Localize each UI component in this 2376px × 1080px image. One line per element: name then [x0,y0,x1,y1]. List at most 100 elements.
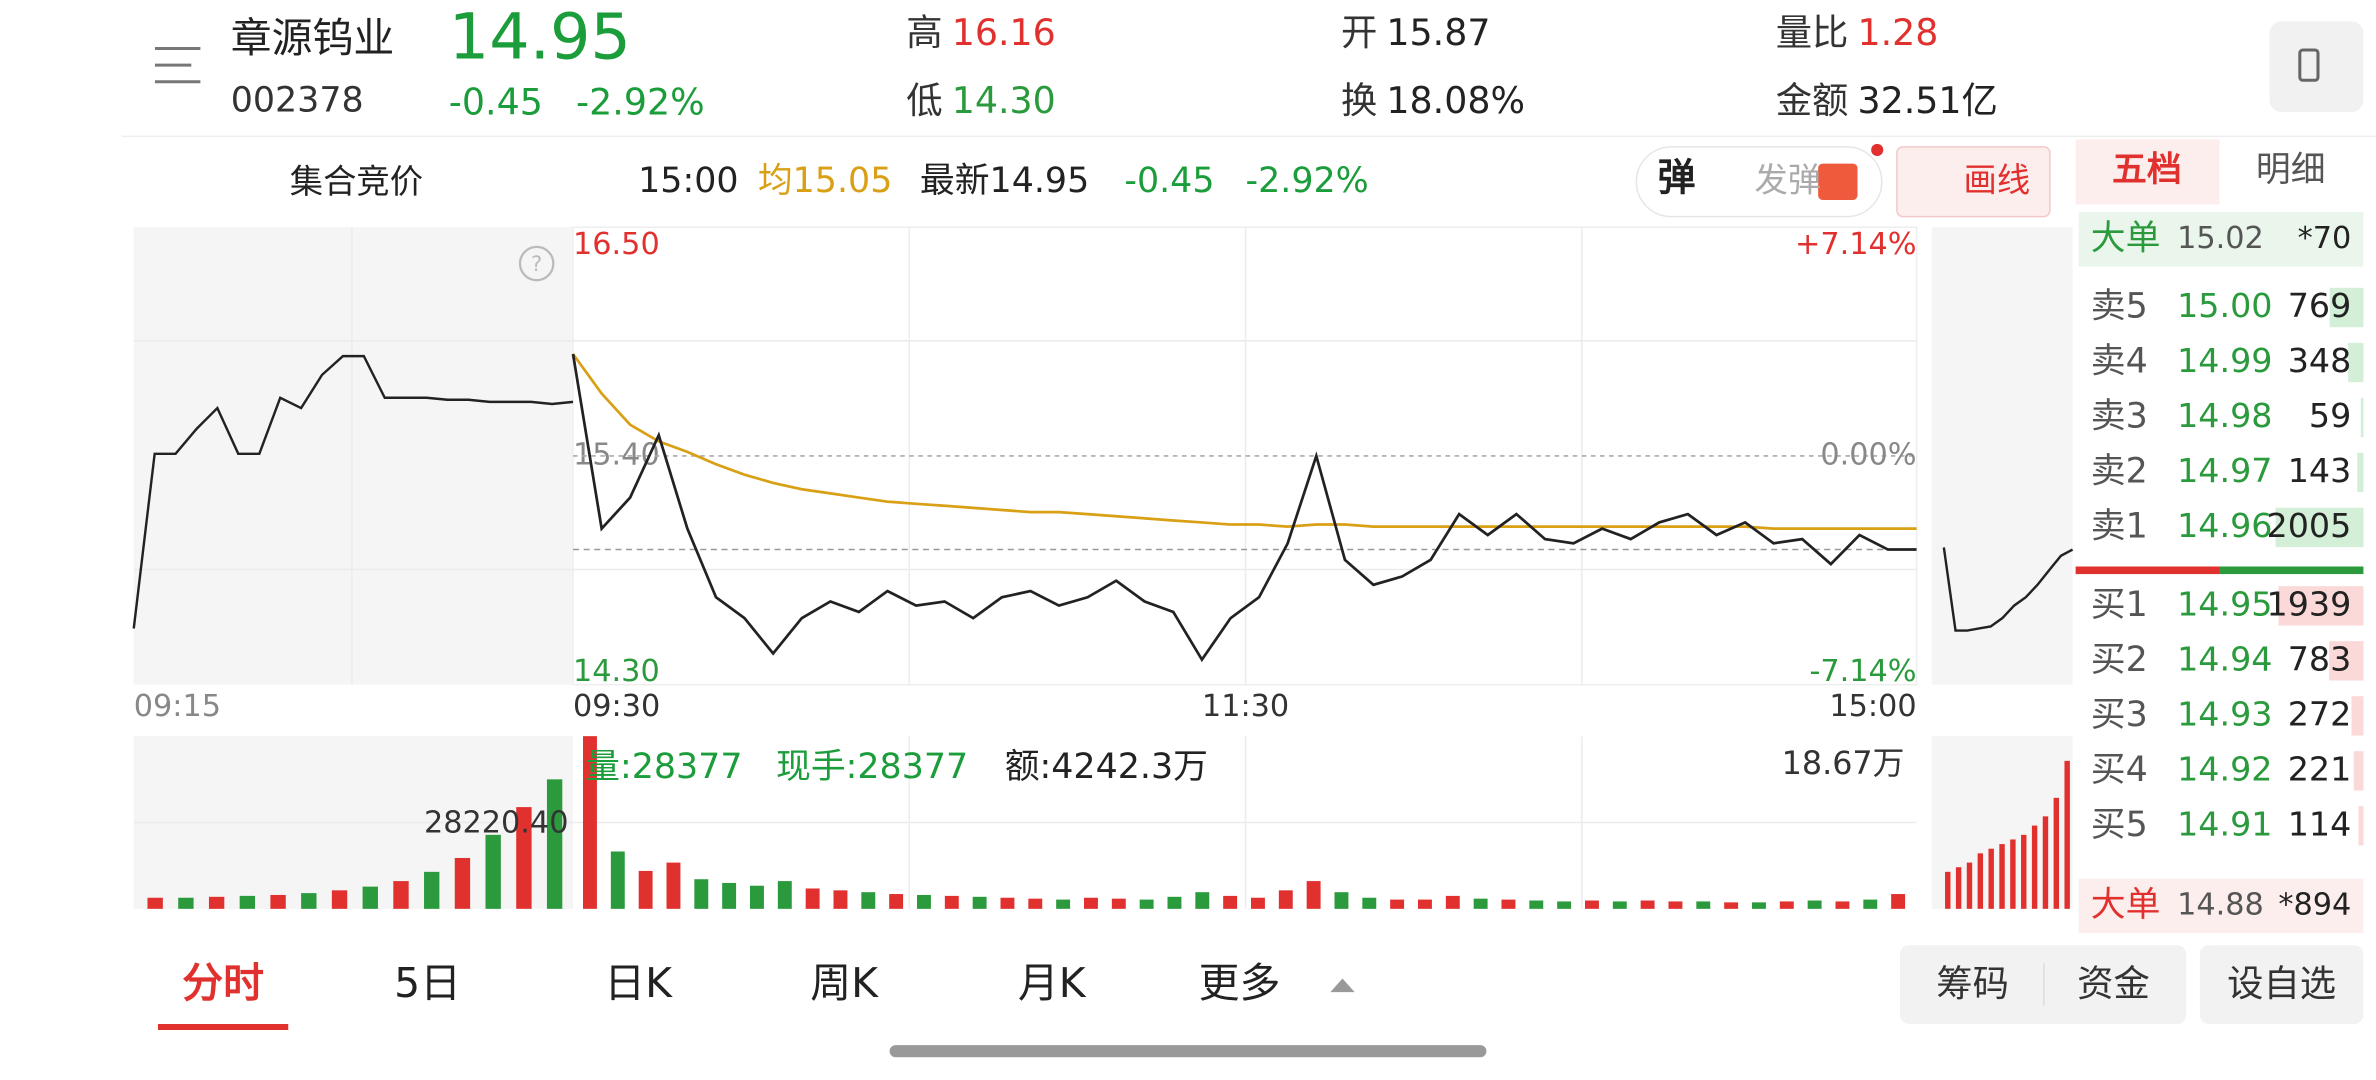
volume-bar [362,886,378,909]
y2-tick-label: -7.14% [1809,654,1916,689]
x-tick-label: 09:30 [573,689,660,724]
vol-info: 现手:28377 [776,747,968,787]
tab[interactable]: 分时 [182,959,264,1007]
stat-label: 开 [1341,11,1377,54]
ob-vol: 221 [2288,749,2352,788]
volume-bar [516,807,532,909]
stat-label: 金额 [1776,79,1849,122]
help-mark: ? [531,251,542,276]
volume-bar [1251,897,1265,909]
volume-bar [1977,853,1984,909]
volume-bar [1835,901,1850,909]
post-line [1942,547,2074,632]
volume-bar [1724,902,1739,909]
ob-price: 14.94 [2177,639,2272,678]
stat-label: 低 [906,79,942,122]
button[interactable]: 设自选 [2227,962,2336,1005]
y2-tick-label: 0.00% [1820,437,1916,472]
tab[interactable]: 周K [810,959,879,1007]
volume-bar [750,885,764,909]
home-indicator [889,1045,1487,1058]
button[interactable]: 筹码 [1936,962,2009,1005]
ob-tab[interactable]: 五档 [2112,150,2182,190]
ob-tab[interactable]: 明细 [2256,150,2326,190]
ob-split-down [2219,566,2364,575]
volume-bar [1779,901,1794,909]
volume-bar [1751,902,1766,909]
help-icon[interactable] [518,245,555,282]
volume-bar [2053,797,2060,909]
x-tick-label: 15:00 [1829,689,1916,724]
send-danmu[interactable]: 发弹 [1755,160,1822,199]
ob-price: 15.00 [2177,286,2272,325]
y-tick-label: 16.50 [573,227,660,262]
volume-bar [2064,760,2070,909]
ob-vol: 769 [2288,286,2352,325]
big-vol: *894 [2278,887,2351,922]
ob-vol: 1939 [2267,584,2352,623]
vol-tick-label: 18.67万 [1782,745,1905,782]
volume-bar [208,896,225,909]
volume-bar [1084,897,1098,909]
depth-bar [2358,806,2364,846]
big-top-bg [2078,212,2364,267]
volume-bar [694,879,709,909]
ob-price: 14.97 [2177,451,2272,490]
ob-vol: 348 [2288,341,2352,380]
ob-price: 14.96 [2177,506,2272,545]
volume-bar [889,894,904,909]
volume-bar [1028,898,1043,909]
avg-line [571,353,1917,531]
auction-label: 集合竞价 [290,162,423,201]
stat-value: 15.87 [1386,11,1490,54]
x-tick-label: 11:30 [1202,689,1289,724]
depth-bar [2329,287,2364,328]
auction-line [132,354,574,629]
sub-change: -0.45 [1124,161,1214,201]
y2-tick-label: +7.14% [1795,227,1917,262]
volume-bar [1557,901,1572,909]
depth-bar [2348,342,2364,383]
menu-icon[interactable] [154,46,201,84]
volume-bar [239,895,256,909]
draw-button[interactable] [1896,146,2051,218]
volume-bar [1529,900,1544,909]
volume-bar [610,851,625,909]
tab[interactable]: 月K [1018,959,1087,1007]
tab[interactable]: 5日 [394,959,461,1007]
auction-vol-label: 28220.40 [424,806,569,841]
danmu[interactable]: 弹 [1658,156,1696,200]
volume-bar [2010,839,2016,909]
stat-label: 高 [906,11,942,54]
depth-bar [2329,641,2364,681]
tab[interactable]: 日K [604,959,673,1007]
volume-bar [1056,899,1071,909]
ob-label: 卖5 [2091,286,2148,326]
tab[interactable]: 更多 [1199,959,1281,1007]
dot [1871,143,1884,157]
draw-label[interactable]: 画线 [1964,160,2031,199]
volume-bar [1195,892,1210,909]
volume-bar [1111,898,1126,909]
ob-vol: 2005 [2267,506,2352,545]
big-label: 大单 [2091,218,2161,258]
ob-vol: 783 [2288,639,2352,678]
ob-vol: 114 [2288,804,2352,843]
button[interactable]: 资金 [2077,962,2150,1005]
stat-value: 14.30 [952,79,1056,122]
ob-price: 14.95 [2177,584,2272,623]
volume-bar [1945,871,1951,909]
ob-vol: 272 [2288,694,2352,733]
volume-bar [1223,895,1238,909]
volume-bar [1955,867,1962,909]
stock-name: 章源钨业 [231,14,395,62]
volume-bar [1863,899,1878,909]
volume-bar [1612,901,1627,909]
volume-bar [1167,896,1182,909]
volume-bar [1390,899,1405,909]
gift-icon [1818,163,1858,200]
more-arrow[interactable] [1330,978,1355,993]
volume-bar [1334,892,1349,909]
